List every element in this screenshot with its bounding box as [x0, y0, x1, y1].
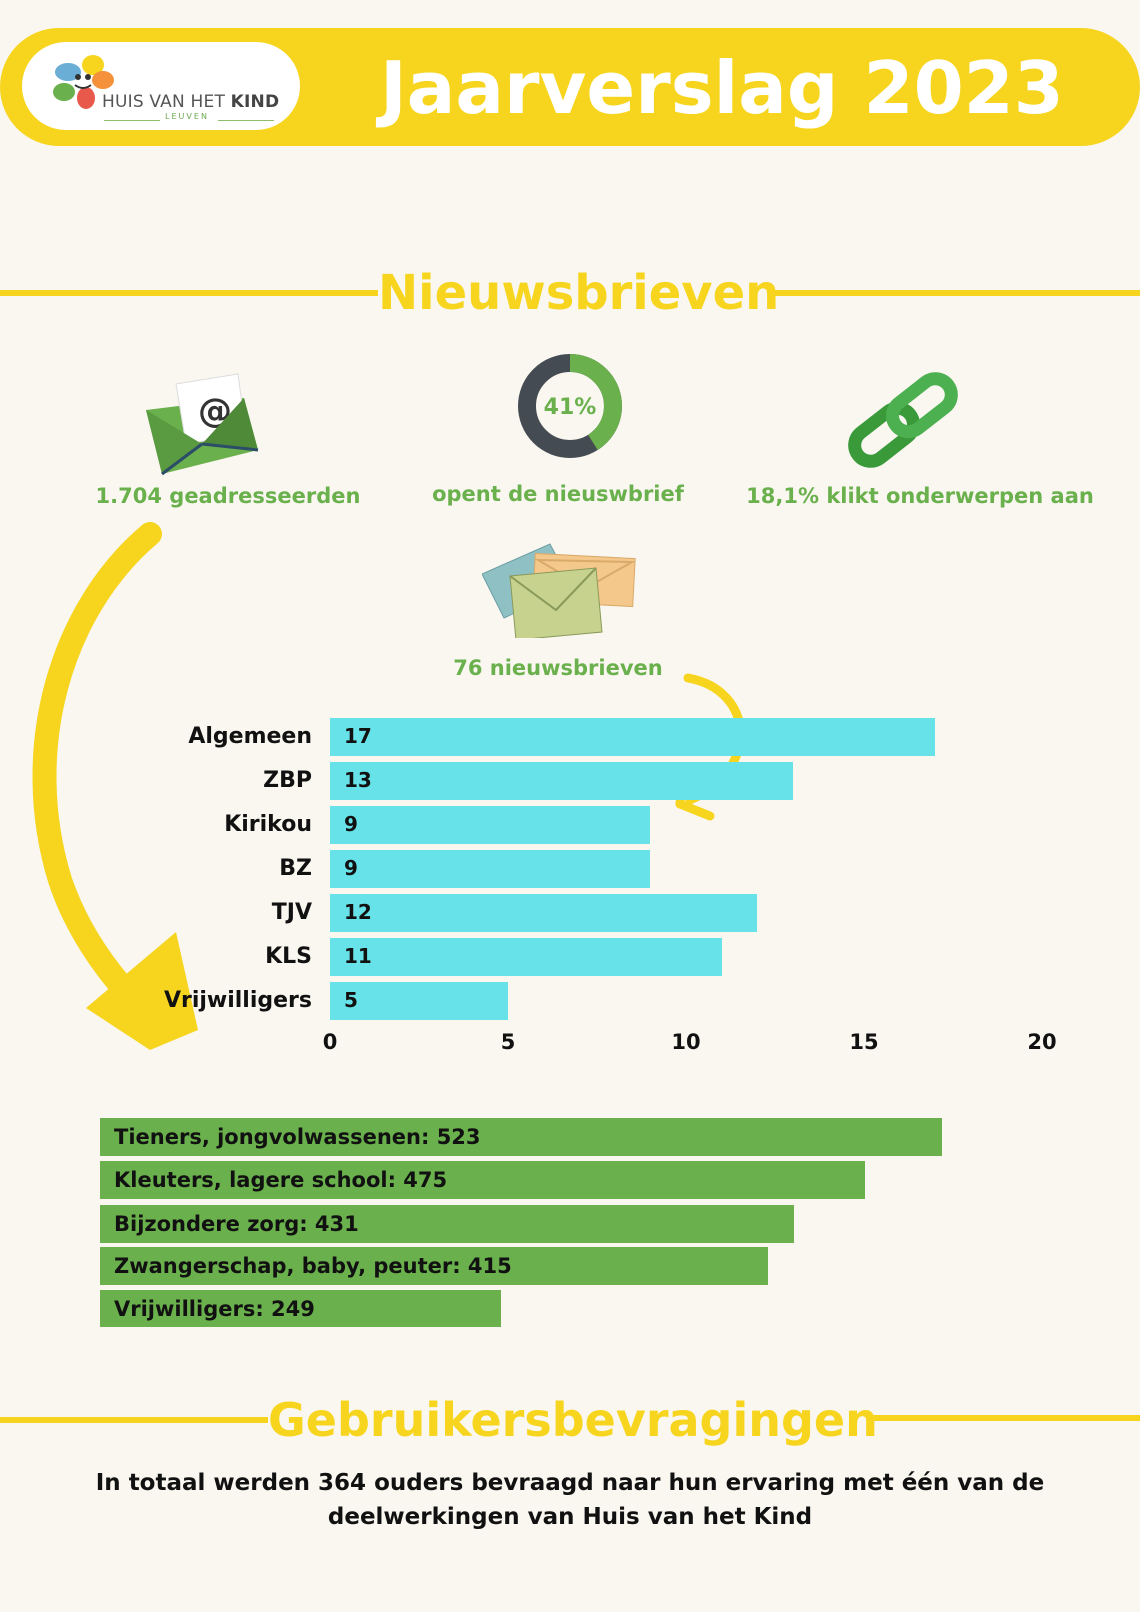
bar [330, 806, 651, 844]
survey-summary-line-2: deelwerkingen van Huis van het Kind [327, 1504, 813, 1530]
bar-value-label: 5 [344, 988, 358, 1012]
newsletter-bar-chart: Algemeen 17 ZBP 13 Kirikou 9 BZ 9 TJV 12 KLS 11 Vrij… [163, 718, 1057, 1054]
section-title-surveys: Gebruikersbevragingen [268, 1393, 878, 1447]
audience-bar-label: Bijzondere zorg: 431 [114, 1212, 359, 1236]
logo-divider [104, 120, 160, 121]
x-tick-label: 10 [671, 1030, 701, 1054]
audience-bar [100, 1290, 501, 1327]
flower-logo-icon [53, 55, 114, 109]
section-divider [768, 290, 1140, 296]
email-envelope-icon: @ [146, 373, 259, 476]
page-title: Jaarverslag 2023 [380, 46, 1064, 130]
bar [330, 982, 508, 1020]
link-chain-icon [848, 372, 958, 468]
audience-bar [100, 1118, 942, 1156]
audience-bar [100, 1161, 865, 1199]
x-tick-label: 15 [849, 1030, 879, 1054]
bar [330, 894, 758, 932]
bar [330, 938, 722, 976]
section-divider [0, 1417, 268, 1423]
bar-category-label: Vrijwilligers [163, 988, 312, 1013]
bar-value-label: 12 [344, 900, 372, 924]
bar-category-label: Algemeen [188, 724, 312, 749]
section-divider [0, 290, 378, 296]
envelopes-icon [482, 543, 636, 638]
bar-category-label: KLS [265, 944, 312, 969]
audience-bar-label: Kleuters, lagere school: 475 [114, 1168, 448, 1192]
bar [330, 850, 651, 888]
kpi-newsletter-count: 76 nieuwsbrieven [453, 656, 663, 680]
bar-value-label: 11 [344, 944, 372, 968]
audience-bar-label: Vrijwilligers: 249 [114, 1297, 315, 1321]
open-rate-value: 41% [544, 395, 597, 420]
audience-bar-label: Zwangerschap, baby, peuter: 415 [114, 1254, 512, 1278]
big-curved-arrow-icon [32, 522, 198, 1050]
survey-summary: In totaal werden 364 ouders bevraagd naa… [60, 1466, 1080, 1534]
bar-value-label: 9 [344, 856, 358, 880]
logo-text: HUIS VAN HET KIND [102, 92, 280, 112]
x-tick-label: 5 [500, 1030, 516, 1054]
bar-value-label: 13 [344, 768, 372, 792]
bar [330, 718, 936, 756]
bar-category-label: Kirikou [224, 812, 312, 837]
kpi-recipients: 1.704 geadresseerden [95, 484, 361, 508]
audience-bar-label: Tieners, jongvolwassenen: 523 [114, 1125, 481, 1149]
x-tick-label: 0 [322, 1030, 338, 1054]
audience-bar-chart: Tieners, jongvolwassenen: 523 Kleuters, l… [100, 1118, 942, 1327]
audience-bar [100, 1205, 794, 1243]
open-rate-donut: 41% [518, 354, 622, 458]
x-tick-label: 20 [1027, 1030, 1057, 1054]
audience-bar [100, 1247, 769, 1285]
kpi-open-label: opent de nieuswbrief [432, 482, 684, 506]
logo-subtitle: LEUVEN [165, 112, 209, 121]
bar-category-label: TJV [271, 900, 312, 925]
bar-category-label: BZ [279, 856, 312, 881]
survey-summary-line-1: In totaal werden 364 ouders bevraagd naa… [95, 1470, 1045, 1496]
bar [330, 762, 793, 800]
bar-value-label: 17 [344, 724, 372, 748]
section-divider [872, 1415, 1140, 1421]
section-title-newsletters: Nieuwsbrieven [378, 265, 780, 321]
kpi-click-rate: 18,1% klikt onderwerpen aan [746, 484, 1094, 508]
bar-value-label: 9 [344, 812, 358, 836]
bar-category-label: ZBP [263, 768, 312, 793]
logo-divider [218, 120, 274, 121]
